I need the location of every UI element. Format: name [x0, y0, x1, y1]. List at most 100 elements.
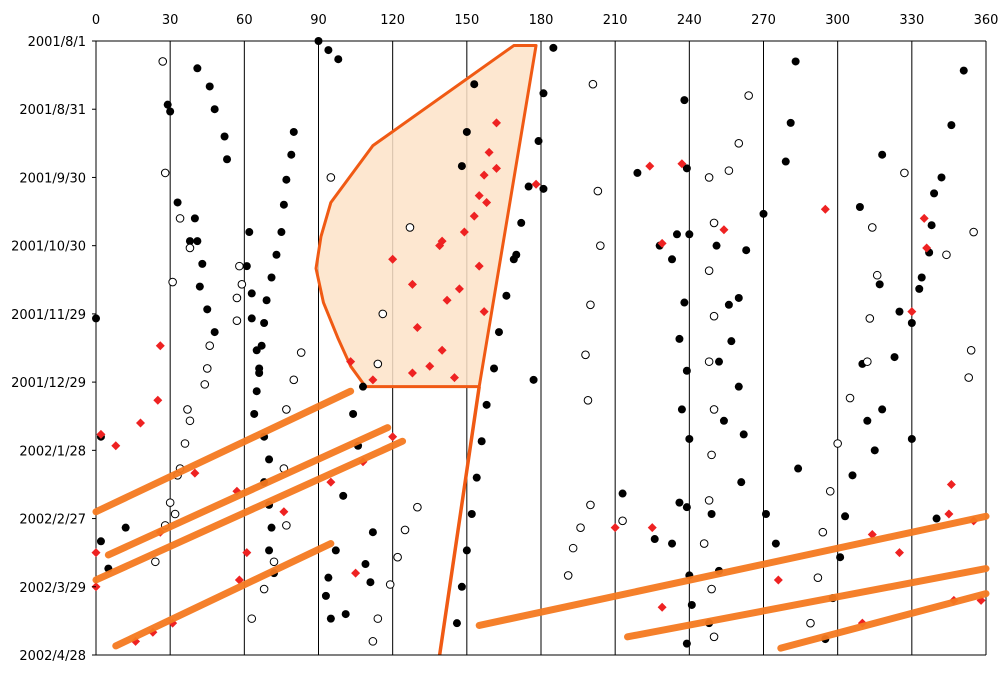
- filled-circle-point: [252, 346, 261, 355]
- filled-circle-point: [759, 209, 768, 218]
- filled-circle-point: [677, 405, 686, 414]
- filled-circle-point: [715, 357, 723, 366]
- open-circle-point: [413, 502, 422, 512]
- open-circle-point: [282, 405, 291, 414]
- open-circle-point: [813, 573, 823, 582]
- filled-circle-point: [252, 387, 261, 396]
- red-diamond-point: [425, 361, 435, 371]
- filled-circle-point: [245, 228, 254, 237]
- red-diamond-point: [435, 241, 445, 251]
- open-circle-point: [833, 439, 842, 448]
- open-circle-point: [282, 521, 291, 530]
- red-diamond-point: [474, 191, 484, 201]
- filled-circle-point: [210, 105, 219, 114]
- filled-circle-point: [457, 162, 466, 171]
- filled-circle-point: [836, 553, 845, 562]
- red-diamond-point: [484, 147, 494, 157]
- open-circle-point: [576, 523, 585, 532]
- y-tick-label: 2002/2/27: [19, 513, 86, 528]
- filled-circle-point: [287, 150, 296, 159]
- filled-circle-point: [539, 184, 548, 193]
- filled-circle-point: [467, 510, 476, 519]
- open-circle-point: [942, 250, 951, 260]
- filled-circle-point: [121, 523, 130, 532]
- open-circle-point: [151, 557, 160, 567]
- highlight-region: [314, 44, 538, 389]
- axis-layer: 0 30 60 90 120 150 180 210 240 270 300 330 360 2001/8…: [11, 13, 998, 664]
- filled-circle-point: [915, 284, 924, 293]
- filled-circle-point: [791, 57, 800, 66]
- filled-circle-point: [734, 293, 743, 302]
- red-diamond-point: [449, 373, 459, 383]
- red-diamond-point: [388, 432, 398, 442]
- open-circle-point: [806, 618, 815, 628]
- red-diamond-point: [492, 163, 501, 173]
- open-circle-point: [586, 300, 595, 310]
- open-circle-point: [185, 243, 195, 253]
- trend-line: [475, 512, 990, 629]
- open-circle-point: [247, 614, 257, 623]
- y-tick-label: 2002/4/28: [19, 649, 86, 664]
- filled-circle-point: [930, 189, 939, 198]
- open-circle-point: [175, 214, 185, 223]
- filled-circle-point: [539, 89, 548, 98]
- open-circle-point: [185, 416, 195, 426]
- open-circle-point: [586, 500, 595, 510]
- filled-circle-point: [512, 250, 521, 259]
- filled-circle-point: [452, 619, 461, 628]
- filled-circle-point: [794, 464, 803, 473]
- red-diamond-point: [346, 357, 356, 367]
- open-circle-point: [709, 405, 719, 414]
- filled-circle-point: [855, 203, 864, 212]
- open-circle-point: [724, 166, 734, 175]
- open-circle-point: [378, 309, 388, 319]
- filled-circle-point: [727, 337, 736, 346]
- open-circle-point: [368, 637, 378, 646]
- open-circle-point: [596, 241, 605, 250]
- filled-circle-point: [529, 375, 538, 384]
- filled-circle-point: [477, 437, 486, 446]
- open-circle-point: [734, 139, 744, 148]
- red-diamond-point: [894, 548, 904, 558]
- open-circle-point: [969, 227, 978, 237]
- red-diamond-point: [388, 254, 398, 264]
- open-circle-point: [160, 168, 170, 178]
- red-diamond-point: [155, 341, 165, 351]
- y-tick-label: 2001/12/29: [11, 376, 86, 391]
- region-layer: [314, 44, 538, 656]
- filled-circle-point: [260, 318, 269, 327]
- filled-circle-point: [262, 296, 271, 305]
- red-diamond-point: [647, 523, 657, 533]
- open-circle-point: [158, 57, 168, 66]
- filled-circle-point: [947, 121, 956, 130]
- filled-circle-point: [739, 430, 748, 439]
- red-diamond-point: [474, 261, 484, 271]
- x-tick-label: 150: [454, 13, 479, 28]
- filled-circle-point: [166, 107, 175, 116]
- filled-circle-point: [255, 369, 264, 378]
- filled-circle-point: [680, 96, 689, 105]
- filled-circle-point: [672, 230, 681, 239]
- filled-circle-point: [96, 537, 105, 546]
- open-circle-point: [373, 614, 383, 623]
- filled-circle-point: [675, 498, 684, 507]
- open-circle-point: [707, 450, 716, 460]
- y-tick-label: 2001/10/30: [11, 240, 86, 255]
- filled-circle-point: [472, 473, 481, 482]
- filled-circle-point: [907, 434, 916, 443]
- red-diamond-point: [407, 279, 417, 289]
- red-diamond-point: [407, 368, 417, 378]
- filled-circle-point: [549, 43, 558, 52]
- filled-circle-point: [737, 478, 746, 487]
- y-tick-label: 2002/1/28: [19, 444, 86, 459]
- filled-circle-point: [341, 610, 350, 619]
- open-circle-point: [744, 91, 753, 100]
- red-diamond-point: [190, 468, 200, 478]
- open-circle-point: [709, 311, 719, 321]
- filled-circle-point: [326, 614, 335, 623]
- red-diamond-point: [657, 602, 667, 612]
- filled-circle-point: [368, 528, 377, 537]
- open-circle-point: [707, 584, 716, 594]
- filled-circle-point: [524, 182, 533, 191]
- red-diamond-point: [153, 395, 163, 405]
